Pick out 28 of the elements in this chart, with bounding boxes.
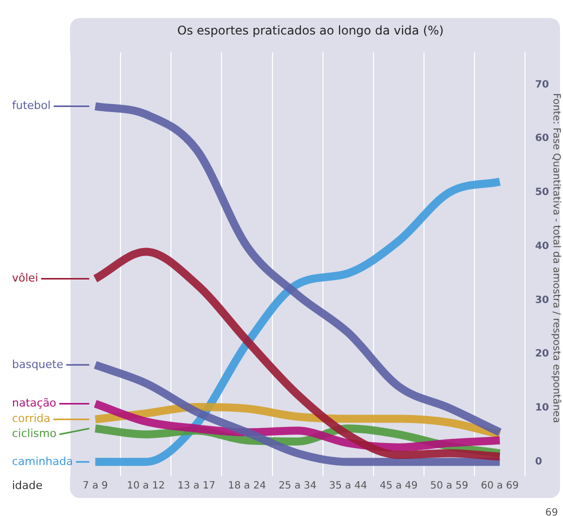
y-tick-label: 50 [535,187,550,198]
legend-label: futebol [12,99,51,112]
y-tick-label: 10 [535,402,550,414]
x-tick-label: 25 a 34 [278,480,317,492]
x-tick-label: 13 a 17 [177,480,216,492]
x-tick-label: 50 a 59 [430,480,468,492]
y-tick-label: 40 [535,240,550,252]
x-axis-title: idade [12,478,43,492]
x-tick-label: 18 a 24 [228,480,266,492]
y-tick-label: 0 [535,456,542,468]
legend-label: ciclismo [12,427,57,440]
legend-label: natação [12,396,57,410]
x-tick-label: 60 a 69 [480,480,519,492]
source-note: Fonte: Fase Quantitativa - total da amostra / resposta espontânea [550,93,562,423]
y-tick-label: 70 [535,79,550,90]
y-tick-label: 30 [535,294,550,306]
chart-title: Os esportes praticados ao longo da vida (%) [177,23,444,38]
legend-label: caminhada [12,454,73,468]
x-tick-label: 7 a 9 [82,480,108,492]
legend-label: basquete [12,358,64,371]
y-tick-label: 60 [535,133,550,144]
x-tick-label: 35 a 44 [329,480,368,492]
x-tick-label: 10 a 12 [126,480,165,492]
text: 69 [545,508,558,516]
legend-label: vôlei [12,272,38,285]
x-tick-label: 45 a 49 [380,480,418,492]
legend-label: corrida [12,412,50,426]
y-tick-label: 20 [535,348,550,360]
